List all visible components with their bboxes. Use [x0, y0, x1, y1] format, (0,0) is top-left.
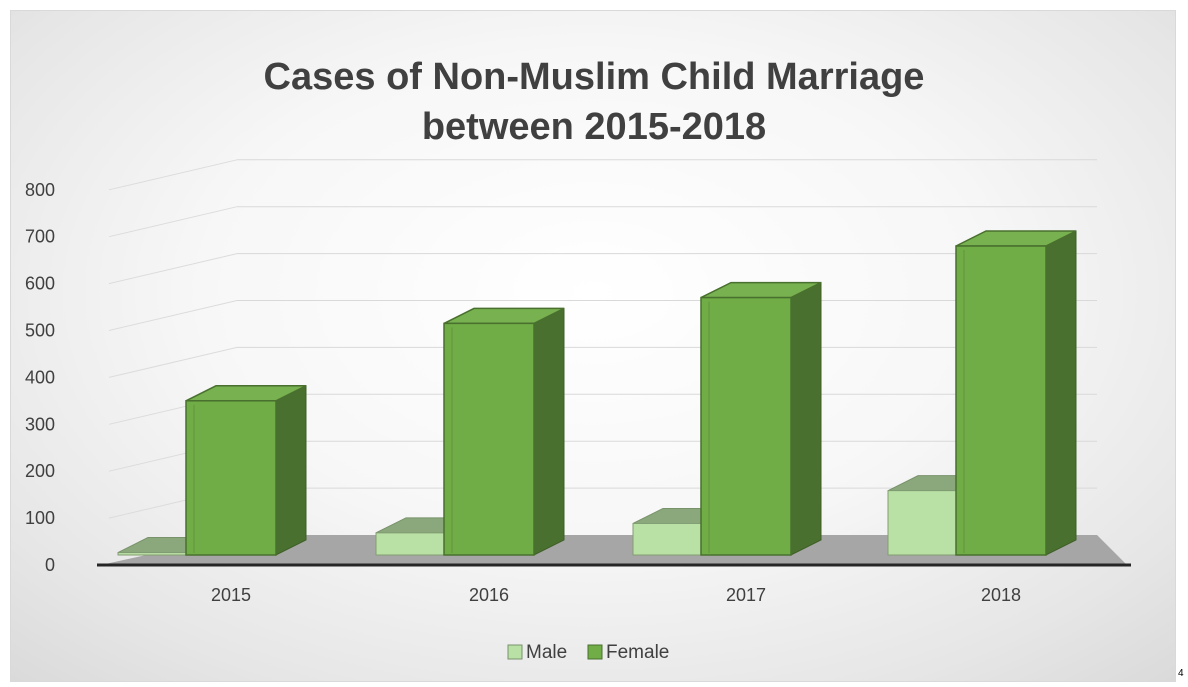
x-tick-label: 2018: [981, 585, 1021, 605]
legend-swatch: [507, 644, 523, 660]
bar-female-front: [185, 400, 277, 556]
bar-female-side: [1045, 230, 1077, 556]
y-tick-label: 300: [25, 414, 55, 434]
bar-female-front: [955, 245, 1047, 556]
chart-title-line-1: Cases of Non-Muslim Child Marriage: [264, 56, 925, 98]
x-axis-ticks: 2015 2016 2017 2018: [211, 585, 1021, 605]
bar-female-side: [533, 307, 565, 556]
chart-floor: [97, 535, 1131, 567]
bar-female-front: [443, 322, 535, 556]
chart-svg: Cases of Non-Muslim Child Marriage betwe…: [25, 56, 1131, 663]
bar-female-2016: [443, 307, 565, 556]
legend: Male Female: [507, 642, 669, 663]
gridline-diagonal: [108, 253, 238, 285]
legend-item-male: Male: [507, 642, 567, 663]
x-tick-label: 2015: [211, 585, 251, 605]
legend-swatch: [587, 644, 603, 660]
bar-female-2018: [955, 230, 1077, 556]
bar-female-front: [700, 296, 792, 556]
floor-plane: [101, 535, 1127, 565]
bars: [117, 230, 1077, 556]
gridlines: [108, 159, 1097, 519]
y-tick-label: 100: [25, 508, 55, 528]
bar-female-2017: [700, 281, 822, 556]
chart-title-line-2: between 2015-2018: [422, 106, 766, 148]
y-axis-ticks: 0 100 200 300 400 500 600 700 800: [25, 180, 55, 575]
chart-frame: Cases of Non-Muslim Child Marriage betwe…: [10, 10, 1176, 682]
bar-female-2015: [185, 384, 307, 556]
y-tick-label: 500: [25, 321, 55, 341]
y-tick-label: 800: [25, 180, 55, 200]
bar-female-side: [275, 384, 307, 556]
y-tick-label: 0: [45, 555, 55, 575]
gridline-diagonal: [108, 346, 238, 378]
gridline-diagonal: [108, 206, 238, 238]
legend-label: Male: [526, 642, 567, 663]
gridline-diagonal: [108, 159, 238, 191]
gridline-diagonal: [108, 300, 238, 331]
y-tick-label: 400: [25, 367, 55, 387]
x-tick-label: 2016: [469, 585, 509, 605]
y-tick-label: 600: [25, 274, 55, 294]
x-tick-label: 2017: [726, 585, 766, 605]
y-tick-label: 200: [25, 461, 55, 481]
bar-female-side: [790, 281, 822, 556]
legend-label: Female: [606, 642, 669, 663]
legend-item-female: Female: [587, 642, 669, 663]
y-tick-label: 700: [25, 227, 55, 247]
page-number: 4: [1178, 668, 1184, 679]
